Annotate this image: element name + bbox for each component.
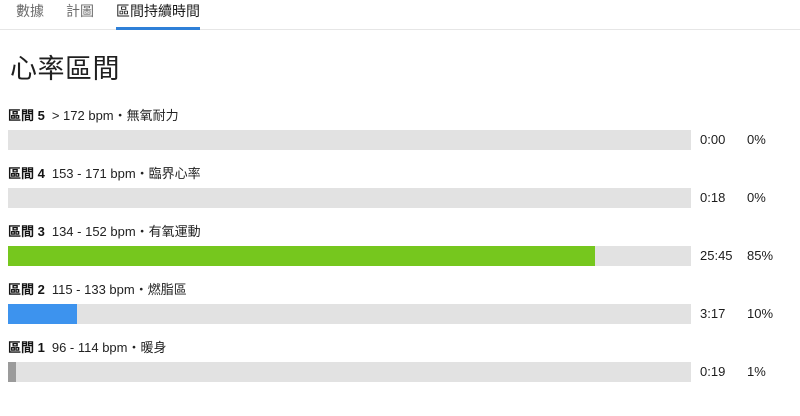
zone-bar-track [8,246,691,266]
zone-percent: 1% [747,364,766,379]
zone-bar-row: 0:19 1% [0,362,800,382]
zone-label: 區間 5 > 172 bpm・無氧耐力 [8,108,179,124]
zone-bar-track [8,362,691,382]
zone-name: 區間 2 [8,282,45,297]
zone-stats: 0:19 1% [700,364,766,380]
zone-label: 區間 4 153 - 171 bpm・臨界心率 [8,166,201,182]
zone-row: 區間 1 96 - 114 bpm・暖身 0:19 1% [0,340,800,398]
zone-label: 區間 2 115 - 133 bpm・燃脂區 [8,282,187,298]
zone-bar-fill [8,362,17,382]
zone-percent: 0% [747,190,766,205]
zone-percent: 85% [747,248,774,263]
zone-bar-track [8,130,691,150]
zone-name: 區間 4 [8,166,45,181]
tab-data[interactable]: 數據 [16,4,44,30]
tab-charts-label: 計圖 [66,3,94,19]
zone-percent: 0% [747,132,766,147]
zone-description: 153 - 171 bpm・臨界心率 [51,166,201,181]
zone-row: 區間 4 153 - 171 bpm・臨界心率 0:18 0% [0,166,800,224]
zone-name: 區間 5 [8,108,45,123]
zone-description: 96 - 114 bpm・暖身 [51,340,167,355]
zone-description: 115 - 133 bpm・燃脂區 [51,282,187,297]
tab-data-label: 數據 [16,3,44,19]
zone-duration: 0:00 [700,132,726,147]
zone-name: 區間 1 [8,340,45,355]
zone-description: > 172 bpm・無氧耐力 [51,108,179,123]
zone-row: 區間 2 115 - 133 bpm・燃脂區 3:17 10% [0,282,800,340]
zone-bar-track [8,188,691,208]
zone-row: 區間 5 > 172 bpm・無氧耐力 0:00 0% [0,108,800,166]
zone-stats: 0:00 0% [700,132,766,148]
zone-stats: 3:17 10% [700,306,773,322]
tab-charts[interactable]: 計圖 [66,4,94,30]
zone-description: 134 - 152 bpm・有氧運動 [51,224,201,239]
zone-row: 區間 3 134 - 152 bpm・有氧運動 25:45 85% [0,224,800,282]
zone-label: 區間 1 96 - 114 bpm・暖身 [8,340,166,356]
zone-bar-row: 0:18 0% [0,188,800,208]
zone-duration: 0:18 [700,190,726,205]
tab-bar: 數據 計圖 區間持續時間 [0,0,800,30]
zone-duration: 0:19 [700,364,726,379]
zone-label: 區間 3 134 - 152 bpm・有氧運動 [8,224,201,240]
page-title: 心率區間 [10,54,120,84]
zone-percent: 10% [747,306,774,321]
zone-stats: 25:45 85% [700,248,773,264]
zone-bar-row: 25:45 85% [0,246,800,266]
zone-bar-track [8,304,691,324]
zone-bar-fill [8,246,596,266]
zone-stats: 0:18 0% [700,190,766,206]
zone-duration: 25:45 [700,248,733,263]
tab-zone-duration[interactable]: 區間持續時間 [116,4,200,30]
zone-bar-fill [8,304,77,324]
zone-bar-row: 0:00 0% [0,130,800,150]
heart-rate-zone-list: 區間 5 > 172 bpm・無氧耐力 0:00 0% 區間 4 153 - 171 … [0,108,800,398]
tab-zone-duration-label: 區間持續時間 [116,3,200,19]
zone-name: 區間 3 [8,224,45,239]
zone-duration: 3:17 [700,306,726,321]
zone-bar-row: 3:17 10% [0,304,800,324]
